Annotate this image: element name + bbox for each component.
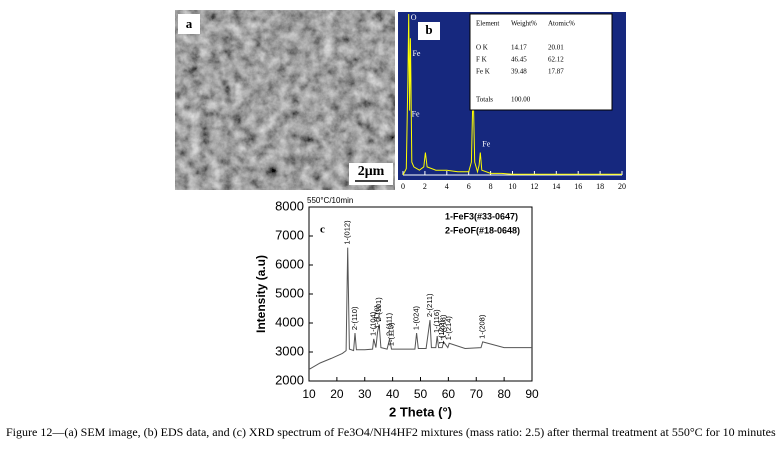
y-tick-label: 6000 (275, 256, 304, 271)
table-cell: Fe K (476, 68, 490, 76)
label-box (178, 14, 200, 34)
x-tick-label: 80 (497, 387, 511, 401)
peak-label: 2-(211) (425, 293, 434, 317)
x-tick-label: 4 (445, 182, 449, 191)
eds-table-box (469, 13, 613, 111)
table-cell: 39.48 (511, 68, 527, 76)
chart-title: 550°C/10min (307, 196, 353, 205)
x-tick-label: 10 (509, 182, 517, 191)
panel-label: b (425, 22, 432, 37)
panel-label-box (418, 22, 440, 40)
y-tick-label: 3000 (275, 343, 304, 358)
x-axis-label: 2 Theta (°) (389, 404, 452, 419)
peak-label: 2-(101) (374, 297, 383, 322)
peak-label: 1-(122) (437, 320, 446, 345)
legend-entry: 2-FeOF(#18-0648) (445, 225, 520, 235)
peak-label: 1-(024) (412, 305, 421, 330)
x-tick-label: 40 (386, 387, 400, 401)
y-tick-label: 8000 (275, 198, 304, 213)
peak-label: 1-(104) (369, 311, 378, 336)
x-tick-label: 50 (414, 387, 428, 401)
peak-label: 2-(110) (350, 306, 359, 330)
spectrum-line (402, 13, 622, 176)
peak-label: Fe (412, 49, 420, 58)
table-cell: 20.01 (548, 44, 564, 52)
legend-entry: 1-FeF3(#33-0647) (445, 211, 518, 221)
table-cell: 46.45 (511, 56, 527, 64)
table-header: Atomic% (548, 20, 575, 28)
peak-label: 1-(012) (343, 220, 352, 245)
x-tick-label: 16 (574, 182, 582, 191)
peak-label: Fe (412, 109, 420, 118)
caption: Figure 12—(a) SEM image, (b) EDS data, a… (6, 425, 776, 439)
x-tick-label: 2 (423, 182, 427, 191)
x-tick-label: 90 (525, 387, 539, 401)
table-header: Element (476, 20, 499, 28)
x-tick-label: 18 (596, 182, 604, 191)
peak-label: 1-(113) (386, 322, 395, 346)
y-axis-label: Intensity (a.u) (254, 255, 268, 333)
peak-label: 2-(111) (385, 312, 394, 336)
x-tick-label: 30 (358, 387, 372, 401)
table-cell: 17.87 (548, 68, 564, 76)
scale-label: 2μm (358, 164, 385, 179)
x-tick-label: 6 (467, 182, 471, 191)
y-tick-label: 2000 (275, 372, 304, 387)
x-tick-label: 70 (470, 387, 484, 401)
sem-texture (175, 10, 395, 190)
y-tick-label: 7000 (275, 227, 304, 242)
y-tick-label: 5000 (275, 285, 304, 300)
peak-label: 1-(018) (439, 314, 448, 339)
table-cell: 62.12 (548, 56, 564, 64)
peak-label: 1-(214) (444, 316, 453, 341)
peak-label: Fe (482, 139, 490, 148)
table-cell: O K (476, 44, 488, 52)
x-tick-label: 10 (302, 387, 316, 401)
x-tick-label: 14 (552, 182, 560, 191)
x-tick-label: 20 (618, 182, 626, 191)
spectrum-line (308, 247, 532, 370)
peak-label: 1-(116) (432, 309, 441, 333)
peak-label: 1-(110) (373, 305, 382, 329)
x-tick-label: 0 (401, 182, 405, 191)
x-tick-label: 60 (442, 387, 456, 401)
x-tick-label: 8 (489, 182, 493, 191)
table-cell: Totals (476, 96, 493, 104)
peak-label: 1-(208) (478, 314, 487, 339)
x-tick-label: 12 (530, 182, 538, 191)
panel-label: c (320, 224, 325, 236)
table-cell: 14.17 (511, 44, 527, 52)
y-tick-label: 4000 (275, 314, 304, 329)
table-header: Weight% (511, 20, 537, 28)
x-tick-label: 20 (330, 387, 344, 401)
table-cell: F K (476, 56, 487, 64)
panel-label: a (186, 16, 193, 31)
scale-box (349, 163, 393, 185)
table-cell: 100.00 (511, 96, 531, 104)
peak-label: O (411, 13, 417, 22)
